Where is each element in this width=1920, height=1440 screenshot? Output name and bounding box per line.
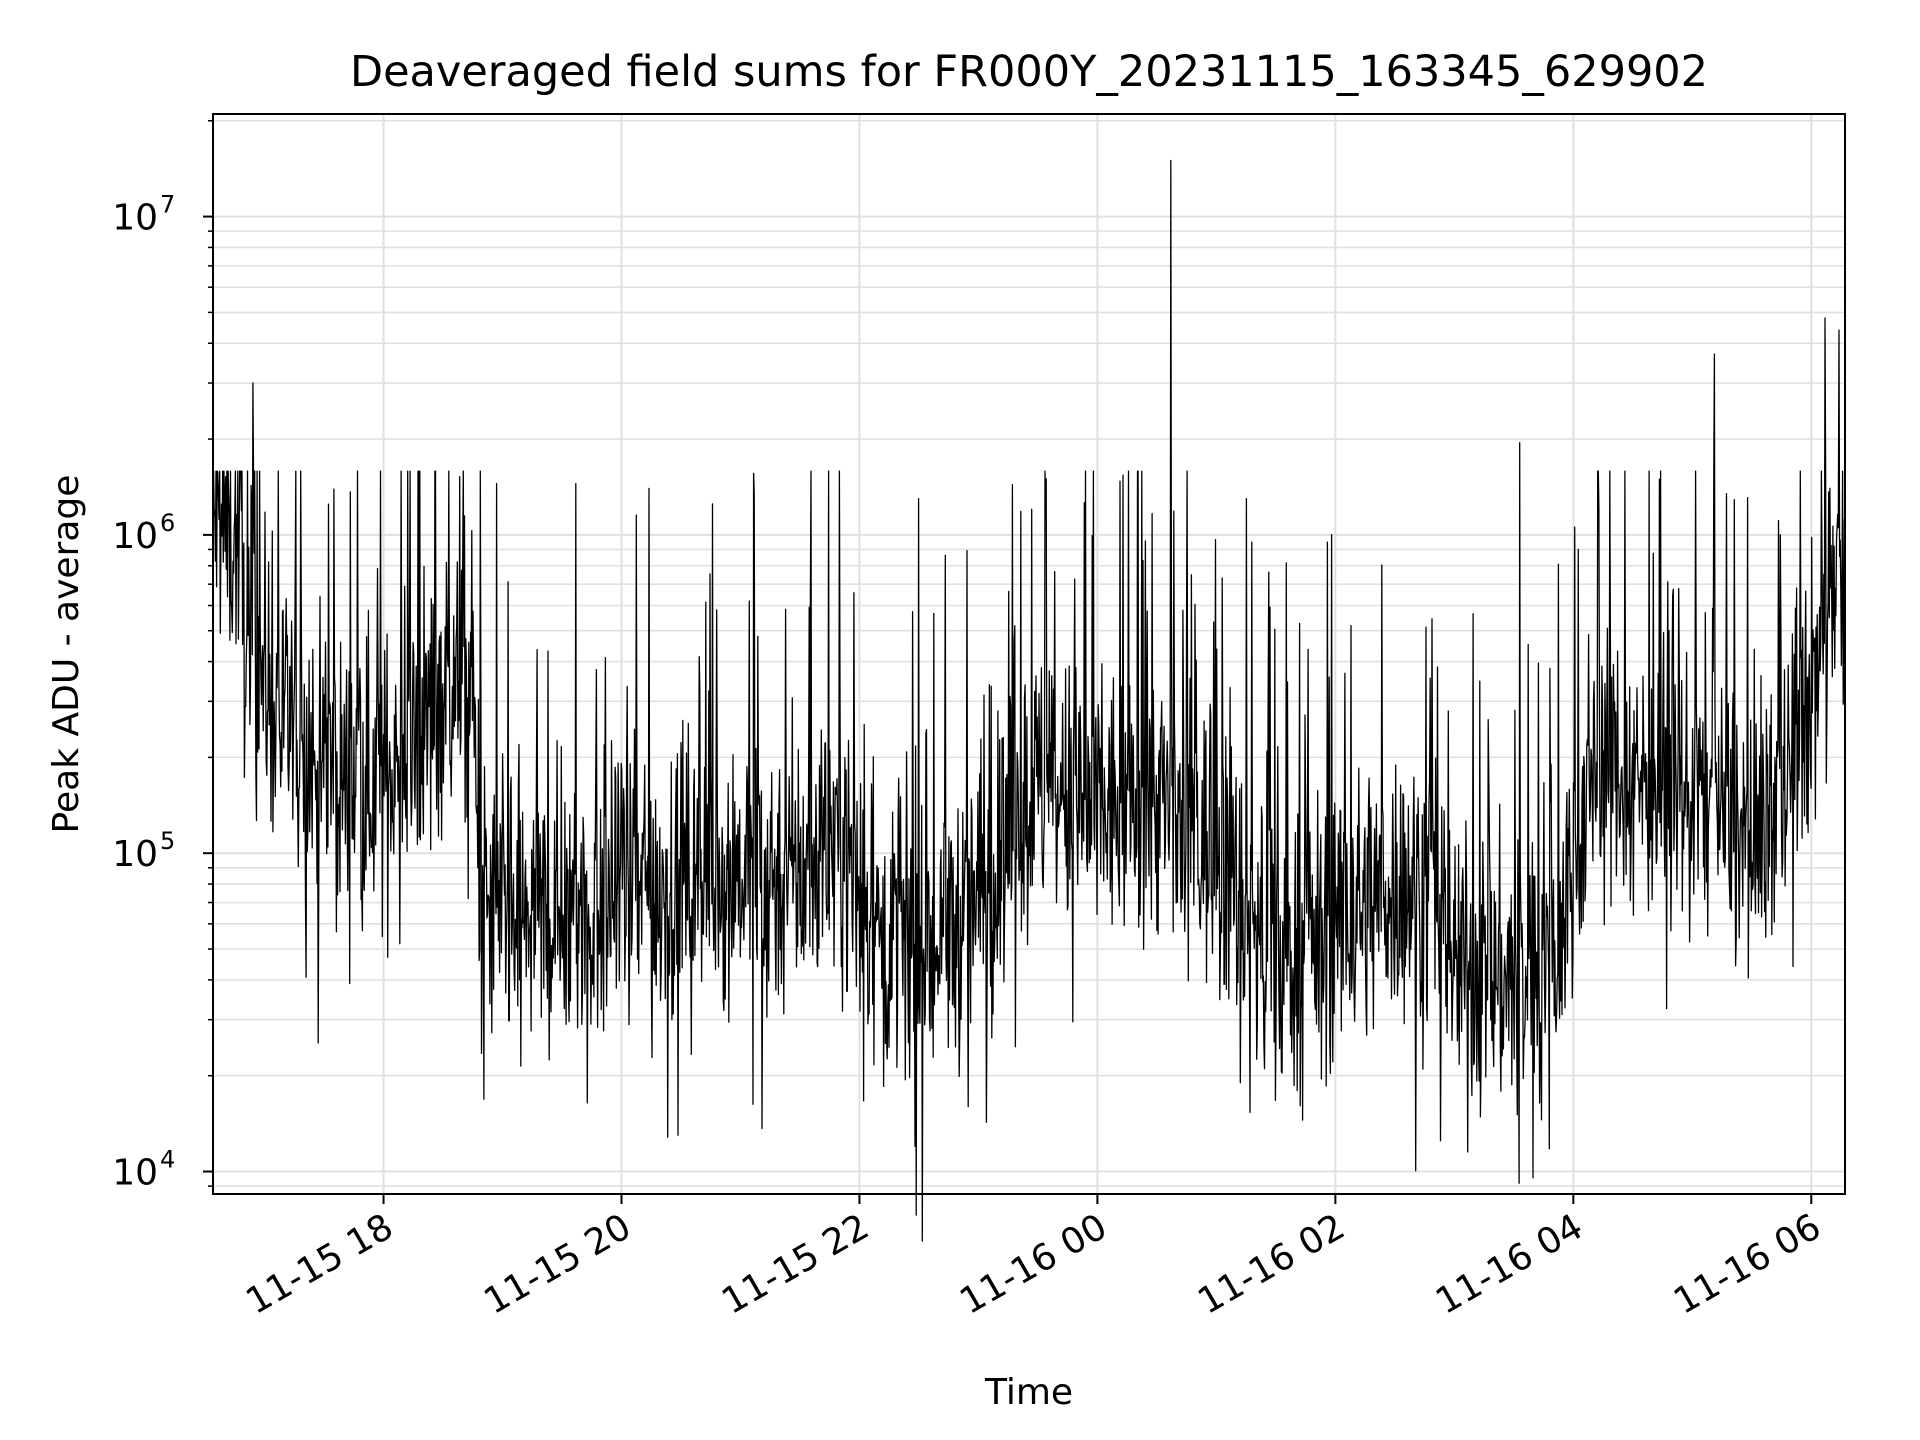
chart-title: Deaveraged field sums for FR000Y_2023111… <box>350 47 1708 97</box>
y-tick-label: 10 6 <box>112 509 175 557</box>
x-axis-label: Time <box>984 1372 1073 1413</box>
y-tick-base: 10 <box>112 516 158 557</box>
y-tick-exponent: 7 <box>160 191 175 219</box>
plot-area <box>212 159 1846 1242</box>
y-tick-exponent: 4 <box>160 1146 175 1174</box>
y-axis-label: Peak ADU - average <box>46 475 87 834</box>
y-tick-base: 10 <box>112 834 158 875</box>
y-tick-exponent: 6 <box>160 509 175 537</box>
y-tick-label: 10 7 <box>112 191 175 239</box>
y-tick-exponent: 5 <box>160 827 175 855</box>
plot-frame <box>212 113 1846 1195</box>
series-line <box>212 159 1846 1242</box>
y-tick-label: 10 5 <box>112 827 175 875</box>
y-tick-base: 10 <box>112 1153 158 1194</box>
y-tick-label: 10 4 <box>112 1146 175 1194</box>
y-tick-base: 10 <box>112 198 158 239</box>
